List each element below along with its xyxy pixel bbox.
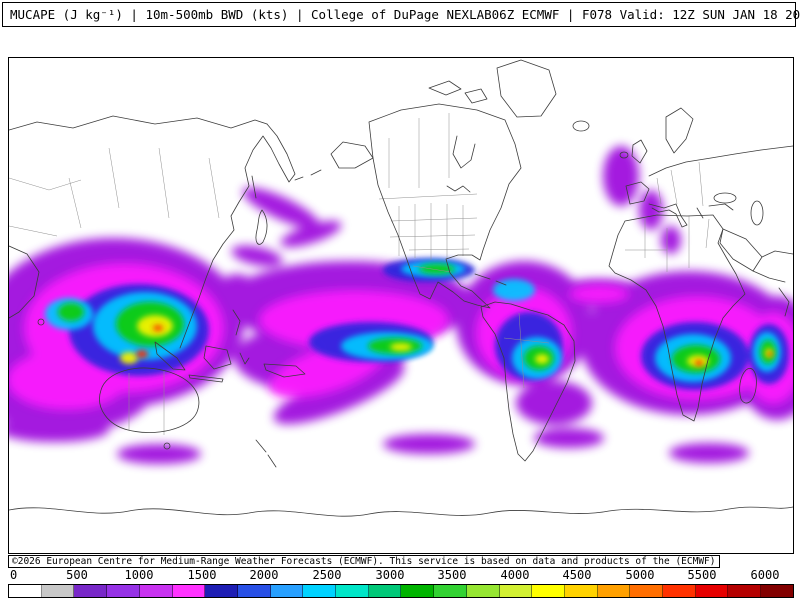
tick-label: 2000 — [249, 568, 279, 582]
tick-label: 2500 — [312, 568, 342, 582]
colorbar-segment — [597, 585, 631, 597]
cape-shading — [9, 146, 793, 464]
world-map-svg — [9, 59, 793, 517]
tick-label: 3000 — [375, 568, 405, 582]
tick-label: 1000 — [124, 568, 154, 582]
colorbar-segment — [205, 585, 238, 597]
tick-label: 3500 — [437, 568, 467, 582]
colorbar-segment — [532, 585, 565, 597]
colorbar-segment — [237, 585, 271, 597]
colorbar-segment — [663, 585, 696, 597]
colorbar-segment — [695, 585, 729, 597]
coastlines — [9, 59, 793, 517]
colorbar-segment — [303, 585, 337, 597]
tick-label: 5500 — [687, 568, 717, 582]
colorbar-segment — [499, 585, 533, 597]
colorbar — [8, 584, 794, 598]
colorbar-segment — [630, 585, 664, 597]
tick-label: 500 — [66, 568, 88, 582]
tick-label: 0 — [10, 568, 18, 582]
colorbar-segment — [270, 585, 304, 597]
colorbar-segment — [139, 585, 173, 597]
colorbar-tick-labels: 0 500 1000 1500 2000 2500 3000 3500 4000… — [8, 568, 792, 582]
tick-label: 6000 — [750, 568, 780, 582]
title-bar: MUCAPE (J kg⁻¹) | 10m-500mb BWD (kts) | … — [2, 2, 800, 27]
model-run-valid-time: 06Z ECMWF | F078 Valid: 12Z SUN JAN 18 2… — [491, 7, 800, 22]
colorbar-segment — [172, 585, 206, 597]
colorbar-segment — [761, 585, 793, 597]
colorbar-segment — [434, 585, 467, 597]
colorbar-segment — [74, 585, 108, 597]
colorbar-segment — [564, 585, 598, 597]
colorbar-segment — [9, 585, 42, 597]
attribution-text: ©2026 European Centre for Medium-Range W… — [12, 556, 716, 567]
tick-label: 5000 — [625, 568, 655, 582]
product-title: MUCAPE (J kg⁻¹) | 10m-500mb BWD (kts) | … — [10, 7, 492, 22]
tick-label: 4000 — [500, 568, 530, 582]
world-map-frame — [8, 57, 794, 554]
colorbar-segment — [466, 585, 500, 597]
colorbar-segment — [107, 585, 140, 597]
colorbar-segment — [728, 585, 762, 597]
tick-label: 1500 — [187, 568, 217, 582]
colorbar-segment — [368, 585, 402, 597]
colorbar-segment — [41, 585, 75, 597]
state-country-borders — [9, 113, 710, 435]
attribution-box: ©2026 European Centre for Medium-Range W… — [8, 555, 720, 568]
tick-label: 4500 — [562, 568, 592, 582]
colorbar-segment — [336, 585, 369, 597]
colorbar-segment — [401, 585, 435, 597]
